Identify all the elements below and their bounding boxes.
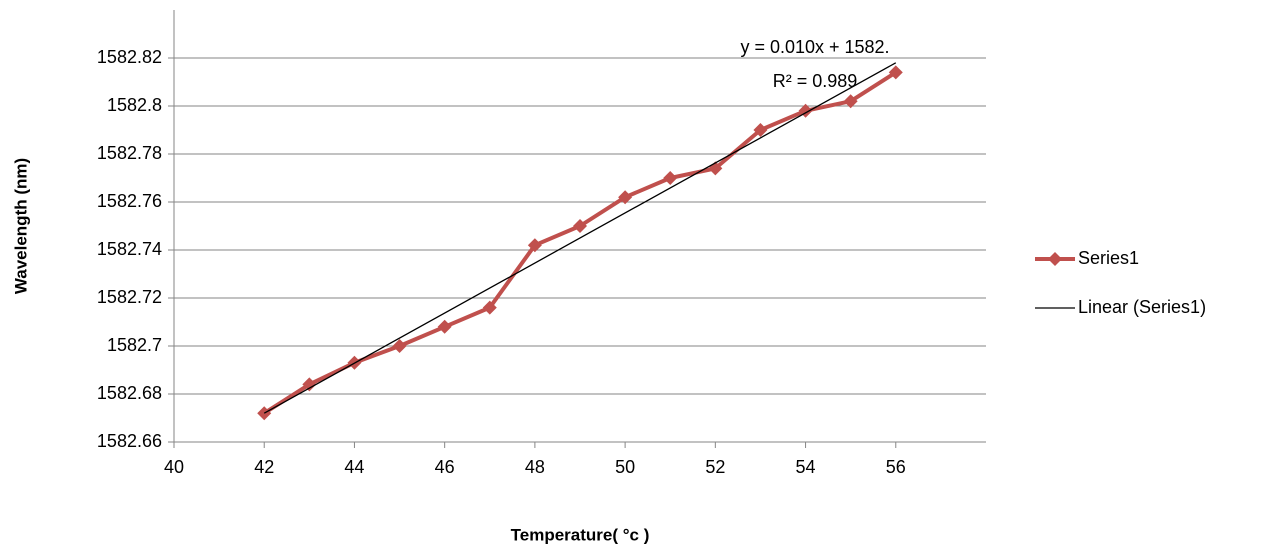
x-tick-label: 46 — [435, 457, 455, 477]
x-tick-label: 40 — [164, 457, 184, 477]
marker — [663, 171, 678, 185]
r-squared-label: R² = 0.989 — [773, 71, 858, 91]
x-tick-label: 50 — [615, 457, 635, 477]
marker — [482, 300, 497, 315]
marker — [753, 123, 768, 137]
trendline — [263, 62, 897, 414]
y-tick-label: 1582.78 — [97, 143, 162, 163]
legend-label: Linear (Series1) — [1078, 297, 1206, 317]
y-tick-label: 1582.68 — [97, 383, 162, 403]
x-tick-label: 44 — [344, 457, 364, 477]
x-tick-label: 54 — [796, 457, 816, 477]
legend-label: Series1 — [1078, 248, 1139, 268]
marker — [843, 94, 858, 109]
marker — [618, 190, 633, 205]
x-axis-title: Temperature( °c ) — [511, 525, 650, 544]
y-tick-label: 1582.66 — [97, 431, 162, 451]
y-tick-label: 1582.76 — [97, 191, 162, 211]
y-axis-title: Wavelength (nm) — [11, 158, 30, 294]
x-tick-label: 42 — [254, 457, 274, 477]
x-tick-label: 56 — [886, 457, 906, 477]
marker — [573, 219, 587, 233]
y-tick-label: 1582.82 — [97, 47, 162, 67]
legend-marker — [1048, 252, 1062, 266]
y-tick-label: 1582.7 — [107, 335, 162, 355]
marker — [527, 238, 542, 253]
marker — [392, 339, 407, 353]
equation-label: y = 0.010x + 1582. — [740, 37, 889, 57]
y-tick-label: 1582.8 — [107, 95, 162, 115]
y-tick-label: 1582.74 — [97, 239, 162, 259]
marker — [437, 319, 452, 334]
x-tick-label: 52 — [705, 457, 725, 477]
marker — [302, 377, 317, 392]
marker — [888, 65, 903, 80]
x-tick-label: 48 — [525, 457, 545, 477]
y-tick-label: 1582.72 — [97, 287, 162, 307]
